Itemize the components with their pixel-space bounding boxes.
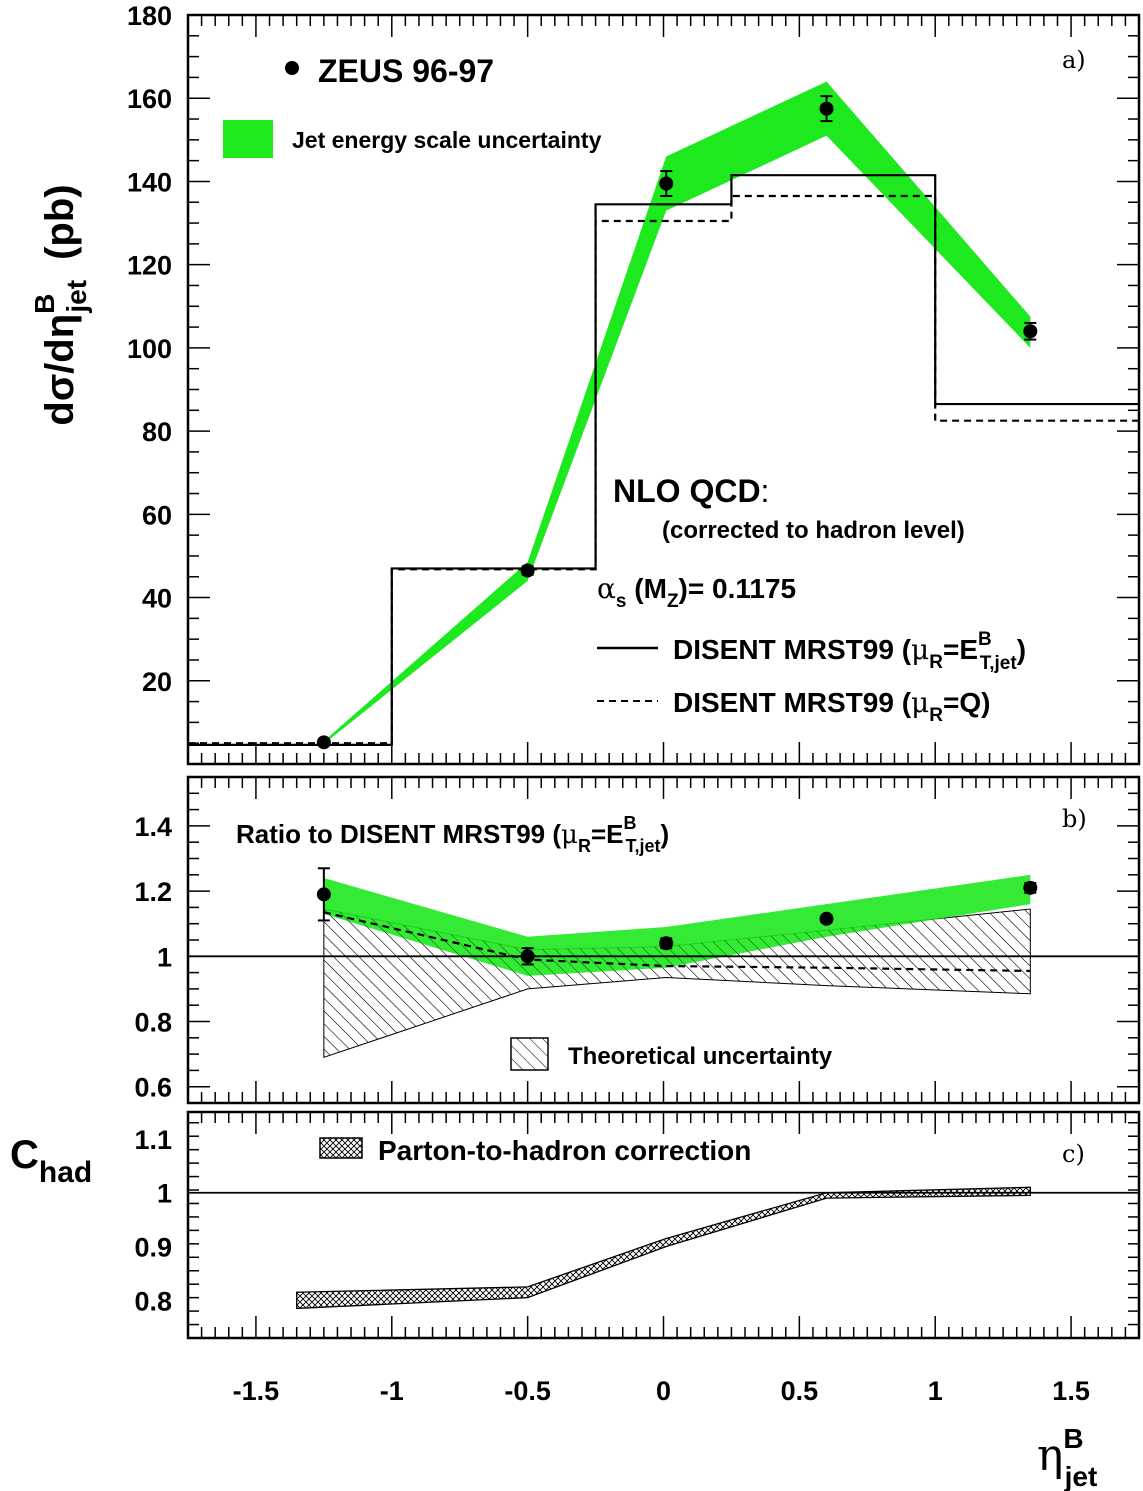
nlo-title: NLO QCD: xyxy=(613,473,769,509)
x-tick-label: -1.5 xyxy=(233,1376,280,1406)
svg-text:dσ/dηBjet(pb): dσ/dηBjet(pb) xyxy=(29,184,92,425)
ratio-point xyxy=(520,949,535,964)
x-tick-label: -0.5 xyxy=(504,1376,551,1406)
theory-uncertainty-overlay xyxy=(323,909,1031,1058)
data-point xyxy=(659,176,674,191)
y-tick-label: 80 xyxy=(142,417,172,447)
y-tick-label: 0.8 xyxy=(134,1008,172,1038)
legend-band-label: Jet energy scale uncertainty xyxy=(292,127,602,153)
legend-crosshatch-label: Parton-to-hadron correction xyxy=(378,1135,751,1166)
y-axis-label: dσ/dηBjet(pb) xyxy=(29,184,92,425)
data-point xyxy=(520,563,535,578)
y-tick-label: 100 xyxy=(127,334,172,364)
hadronization-band xyxy=(296,1186,1031,1310)
ratio-point xyxy=(659,936,674,951)
data-point xyxy=(1023,324,1038,339)
x-tick-label: 0 xyxy=(656,1376,671,1406)
legend-hatch-swatch xyxy=(510,1037,549,1071)
y-tick-label: 1.4 xyxy=(134,812,172,842)
y-tick-label: 180 xyxy=(127,1,172,31)
alpha-s-label: αs (MZ)= 0.1175 xyxy=(597,572,796,612)
y-tick-label: 120 xyxy=(127,251,172,281)
legend-band-swatch xyxy=(223,120,273,158)
ratio-point xyxy=(316,887,331,902)
y-tick-label: 60 xyxy=(142,500,172,530)
y-tick-label: 1.2 xyxy=(134,877,172,907)
legend-dashed-label: DISENT MRST99 (μR=Q) xyxy=(673,686,990,726)
data-point xyxy=(819,101,834,116)
x-tick-label: -1 xyxy=(380,1376,404,1406)
x-tick-label: 1 xyxy=(928,1376,943,1406)
x-axis-label: ηB jet xyxy=(1037,1423,1097,1491)
ratio-point xyxy=(819,911,834,926)
y-tick-label: 140 xyxy=(127,167,172,197)
y-tick-label: 1 xyxy=(157,942,172,972)
y-tick-label: 40 xyxy=(142,584,172,614)
y-tick-label: 0.9 xyxy=(134,1233,172,1263)
ratio-dashed-line xyxy=(323,911,1031,973)
panel-b-tag: b) xyxy=(1062,805,1087,833)
nlo-subtitle: (corrected to hadron level) xyxy=(662,517,965,544)
data-point xyxy=(316,735,331,750)
panel-a-tag: a) xyxy=(1062,46,1086,74)
ratio-point xyxy=(1023,880,1038,895)
y-tick-label: 0.8 xyxy=(134,1286,172,1316)
chad-label: Chad xyxy=(10,1133,92,1189)
legend-crosshatch-swatch xyxy=(319,1137,363,1159)
nlo-step-dashed xyxy=(188,194,1139,745)
x-tick-label: 0.5 xyxy=(781,1376,819,1406)
y-tick-label: 160 xyxy=(127,84,172,114)
legend-data-label: ZEUS 96-97 xyxy=(318,53,494,89)
legend-data-marker xyxy=(285,61,299,75)
y-tick-label: 1 xyxy=(157,1179,172,1209)
x-tick-label: 1.5 xyxy=(1052,1376,1090,1406)
ratio-title: Ratio to DISENT MRST99 (μR=EB T,jet) xyxy=(236,813,669,856)
panel-c-tag: c) xyxy=(1062,1140,1085,1168)
y-tick-label: 20 xyxy=(142,667,172,697)
y-tick-label: 1.1 xyxy=(134,1125,172,1155)
legend-solid-label: DISENT MRST99 (μR=EB T,jet) xyxy=(673,629,1026,674)
y-tick-label: 0.6 xyxy=(134,1073,172,1103)
legend-hatch-label: Theoretical uncertainty xyxy=(568,1043,833,1070)
